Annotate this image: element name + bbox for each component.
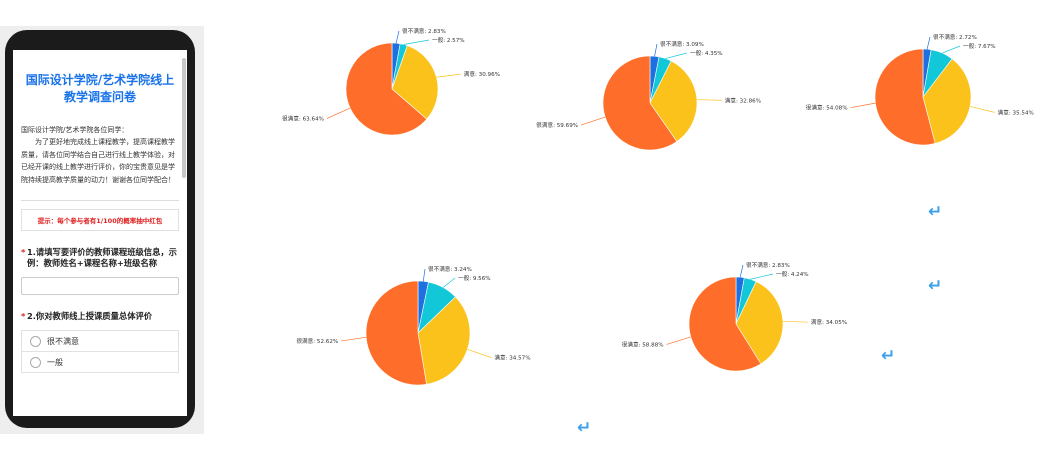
pie-slice bbox=[688, 276, 762, 372]
survey-greeting: 国际设计学院/艺术学院各位同学： bbox=[21, 126, 129, 134]
leader-line bbox=[696, 99, 722, 101]
required-star: * bbox=[21, 311, 26, 321]
leader-line bbox=[341, 336, 367, 342]
leader-line bbox=[580, 116, 606, 126]
required-star: * bbox=[21, 247, 26, 257]
slice-label: 很满意: 54.08% bbox=[806, 104, 848, 112]
option-very-dissatisfied[interactable]: 很不满意 bbox=[21, 330, 179, 352]
pie-slice bbox=[874, 48, 936, 146]
survey-intro: 为了更好地完成线上课程教学，提高课程教学质量，请各位同学结合自己进行线上教学体验… bbox=[21, 138, 175, 184]
question-1: * 1.请填写要评价的教师课程班级信息，示例：教师姓名+课程名称+班级名称 bbox=[21, 247, 179, 269]
divider bbox=[21, 200, 179, 201]
slice-label: 很满意: 58.88% bbox=[622, 340, 664, 348]
slice-label: 很不满意: 2.83% bbox=[746, 261, 790, 269]
return-mark: ↵ bbox=[577, 418, 592, 438]
leader-line bbox=[422, 268, 426, 282]
slice-label: 很满意: 52.62% bbox=[296, 337, 338, 345]
slice-label: 满意: 34.57% bbox=[494, 354, 530, 362]
pie-slice bbox=[365, 280, 427, 386]
pie-chart-4: 很不满意: 3.24%一般: 9.56% 满意: 34.57% 很满意: 52.62… bbox=[296, 265, 531, 386]
question-1-text: 1.请填写要评价的教师课程班级信息，示例：教师姓名+课程名称+班级名称 bbox=[27, 247, 177, 268]
leader-line bbox=[782, 320, 808, 323]
pie-chart-5: 很不满意: 2.83%一般: 4.24% 满意: 34.05% 很满意: 58.88… bbox=[622, 261, 847, 372]
slice-label: 很不满意: 3.24% bbox=[428, 265, 472, 273]
radio-icon[interactable] bbox=[30, 356, 41, 368]
return-mark: ↵ bbox=[928, 276, 943, 296]
option-label: 一般 bbox=[47, 357, 63, 367]
pie-slice bbox=[602, 55, 678, 151]
pie-slice bbox=[735, 281, 784, 365]
slice-label: 很不满意: 3.09% bbox=[660, 40, 704, 48]
leader-line bbox=[442, 277, 456, 288]
leader-line bbox=[436, 73, 461, 78]
radio-icon[interactable] bbox=[30, 335, 41, 347]
pie-chart-3: 很不满意: 2.72%一般: 7.67% 满意: 35.54% 很满意: 54.08… bbox=[806, 33, 1034, 146]
leader-line bbox=[403, 39, 430, 45]
slice-label: 一般: 2.57% bbox=[432, 36, 465, 44]
slice-label: 满意: 35.54% bbox=[998, 108, 1034, 116]
slice-label: 很满意: 59.69% bbox=[536, 121, 578, 129]
leader-line bbox=[395, 30, 400, 44]
pie-chart-1: 很不满意: 2.83%一般: 2.57% 满意: 30.96% 很满意: 63.64… bbox=[282, 27, 500, 136]
pie-slice bbox=[345, 42, 428, 136]
leader-line bbox=[666, 336, 691, 345]
pie-chart-2: 很不满意: 3.09%一般: 4.35% 满意: 32.86% 很满意: 59.69… bbox=[536, 40, 761, 151]
option-label: 很不满意 bbox=[47, 336, 79, 346]
slice-label: 一般: 9.56% bbox=[458, 274, 491, 282]
pie-slice bbox=[649, 60, 698, 142]
course-info-input[interactable] bbox=[21, 277, 179, 295]
pie-slice bbox=[417, 296, 471, 385]
scrollbar-thumb[interactable] bbox=[182, 58, 186, 178]
return-mark: ↵ bbox=[928, 202, 943, 222]
pie-slice bbox=[922, 58, 972, 144]
slice-label: 很满意: 63.64% bbox=[282, 114, 324, 122]
slice-label: 很不满意: 2.72% bbox=[933, 33, 977, 41]
leader-line bbox=[467, 349, 492, 358]
question-2: * 2.你对教师线上授课质量总体评价 bbox=[21, 311, 179, 322]
leader-line bbox=[326, 107, 351, 119]
leader-line bbox=[850, 102, 876, 109]
leader-line bbox=[942, 45, 961, 54]
tip-box: 提示：每个参与者有1/100的概率抽中红包 bbox=[21, 209, 179, 231]
question-2-text: 2.你对教师线上授课质量总体评价 bbox=[27, 311, 153, 321]
option-average[interactable]: 一般 bbox=[21, 352, 179, 373]
leader-line bbox=[750, 273, 774, 280]
leader-line bbox=[654, 43, 658, 57]
slice-label: 满意: 32.86% bbox=[725, 96, 761, 104]
slice-label: 满意: 30.96% bbox=[464, 70, 500, 78]
leader-line bbox=[926, 36, 931, 50]
slice-label: 很不满意: 2.83% bbox=[402, 27, 446, 35]
survey-screen[interactable]: 国际设计学院/艺术学院线上教学调查问卷 国际设计学院/艺术学院各位同学： 为了更… bbox=[13, 50, 187, 416]
slice-label: 满意: 34.05% bbox=[811, 318, 847, 326]
phone-frame: 国际设计学院/艺术学院线上教学调查问卷 国际设计学院/艺术学院各位同学： 为了更… bbox=[5, 30, 195, 428]
leader-line bbox=[665, 52, 688, 59]
slice-label: 一般: 4.24% bbox=[776, 270, 809, 278]
leader-line bbox=[969, 106, 995, 113]
slice-label: 一般: 7.67% bbox=[963, 42, 996, 50]
return-mark: ↵ bbox=[881, 346, 896, 366]
slice-label: 一般: 4.35% bbox=[690, 49, 723, 57]
leader-line bbox=[739, 264, 744, 278]
survey-title: 国际设计学院/艺术学院线上教学调查问卷 bbox=[25, 73, 175, 104]
phone-mockup-area: 国际设计学院/艺术学院线上教学调查问卷 国际设计学院/艺术学院各位同学： 为了更… bbox=[0, 26, 204, 434]
